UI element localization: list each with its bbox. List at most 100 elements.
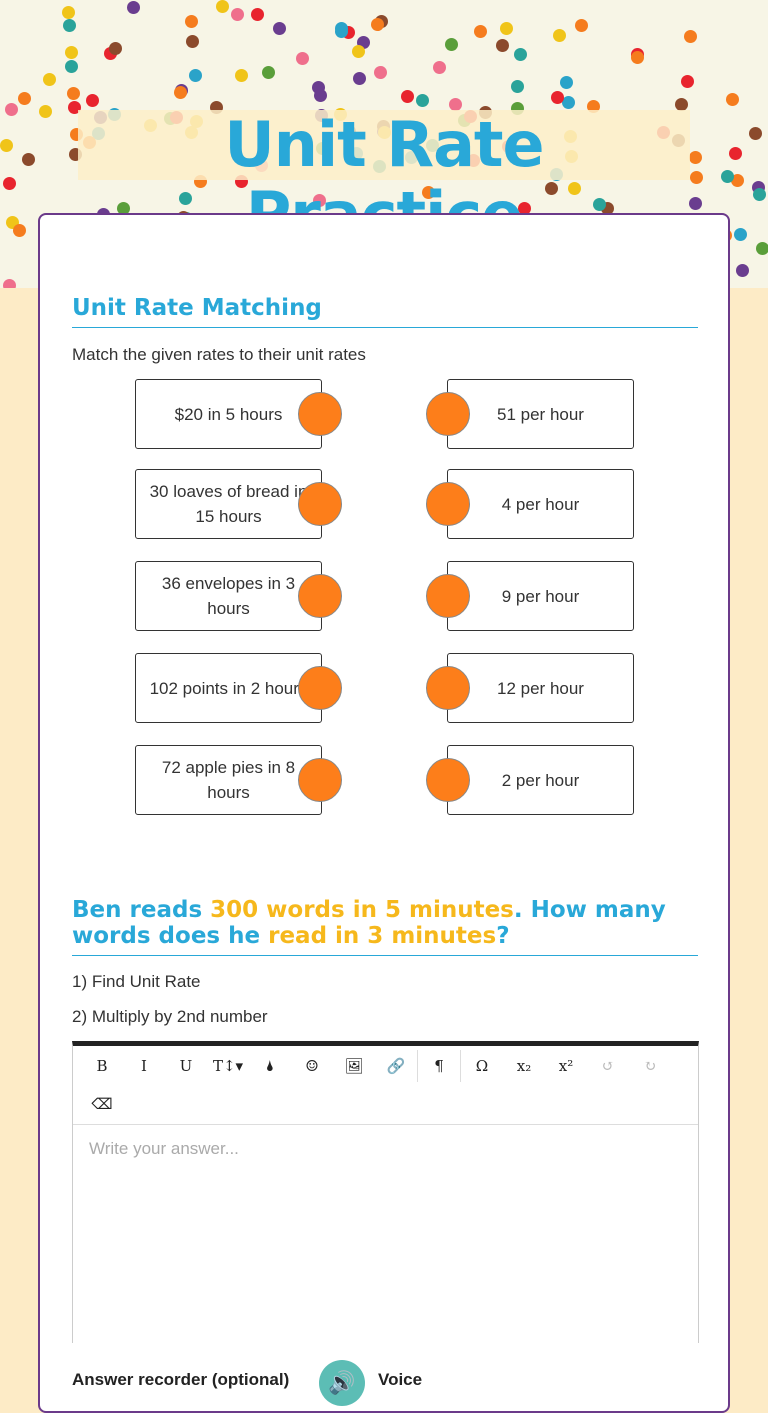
left-item: 30 loaves of bread in 15 hours xyxy=(135,469,322,539)
confetti-dot xyxy=(373,65,387,79)
paragraph-icon[interactable]: ¶ xyxy=(434,1057,444,1075)
right-item: 51 per hour xyxy=(447,379,634,449)
left-connector[interactable] xyxy=(298,758,342,802)
link-icon[interactable]: 🔗 xyxy=(386,1057,406,1075)
left-item-text: 36 envelopes in 3 hours xyxy=(161,574,296,618)
confetti-dot xyxy=(499,21,513,35)
confetti-dot xyxy=(735,264,749,278)
confetti-dot xyxy=(251,7,265,21)
bold-icon[interactable]: B xyxy=(96,1057,108,1075)
confetti-dot xyxy=(734,227,748,241)
superscript-icon[interactable]: x² xyxy=(558,1057,574,1075)
confetti-dot xyxy=(0,138,14,152)
confetti-dot xyxy=(18,92,32,106)
confetti-dot xyxy=(432,61,446,75)
confetti-dot xyxy=(689,170,703,184)
answer-input[interactable] xyxy=(73,1124,698,1343)
confetti-dot xyxy=(43,73,57,87)
left-item-text: 30 loaves of bread in 15 hours xyxy=(149,482,308,526)
eraser-icon[interactable]: ⌫ xyxy=(91,1095,113,1113)
question-heading: Ben reads 300 words in 5 minutes. How ma… xyxy=(72,897,698,956)
color-icon[interactable]: 🌢 xyxy=(265,1057,275,1075)
confetti-dot xyxy=(313,194,327,208)
left-item-text: 72 apple pies in 8 hours xyxy=(161,758,296,802)
right-item-text: 2 per hour xyxy=(501,770,580,790)
right-item: 9 per hour xyxy=(447,561,634,631)
confetti-dot xyxy=(295,52,309,66)
confetti-dot xyxy=(262,66,276,80)
confetti-dot xyxy=(371,18,385,32)
confetti-dot xyxy=(234,69,248,83)
confetti-dot xyxy=(752,187,766,201)
confetti-dot xyxy=(550,91,564,105)
confetti-dot xyxy=(592,197,606,211)
voice-button[interactable]: Voice xyxy=(378,1370,423,1389)
confetti-dot xyxy=(510,80,524,94)
q-text: Ben reads xyxy=(72,897,211,923)
confetti-dot xyxy=(65,59,79,73)
right-item-text: 9 per hour xyxy=(501,586,580,606)
speaker-icon[interactable]: 🔊 xyxy=(319,1360,365,1406)
italic-icon[interactable]: I xyxy=(141,1057,147,1075)
left-item: 102 points in 2 hours xyxy=(135,653,322,723)
worksheet-card: Unit Rate Matching Match the given rates… xyxy=(38,213,730,1413)
right-item-text: 4 per hour xyxy=(501,494,580,514)
q-text: ? xyxy=(496,923,510,949)
font-size-icon[interactable]: T↕▾ xyxy=(212,1057,244,1075)
confetti-dot xyxy=(188,68,202,82)
undo-icon[interactable]: ↺ xyxy=(601,1057,615,1075)
step-2: 2) Multiply by 2nd number xyxy=(72,1007,268,1026)
confetti-dot xyxy=(575,19,589,32)
right-connector[interactable] xyxy=(426,482,470,526)
q-highlight: 300 words in 5 minutes xyxy=(210,897,514,923)
confetti-dot xyxy=(587,100,601,114)
left-item-text: $20 in 5 hours xyxy=(174,404,283,424)
confetti-dot xyxy=(496,38,510,52)
toolbar-row-2: ⌫ xyxy=(73,1086,698,1122)
confetti-dot xyxy=(85,93,99,107)
confetti-dot xyxy=(67,100,81,114)
left-connector[interactable] xyxy=(298,574,342,618)
left-item: 36 envelopes in 3 hours xyxy=(135,561,322,631)
confetti-dot xyxy=(178,191,192,205)
confetti-dot xyxy=(12,224,26,238)
confetti-dot xyxy=(729,146,743,160)
confetti-dot xyxy=(544,182,558,196)
left-connector[interactable] xyxy=(298,666,342,710)
confetti-dot xyxy=(756,241,768,255)
underline-icon[interactable]: U xyxy=(179,1057,193,1075)
confetti-dot xyxy=(2,278,16,288)
separator xyxy=(460,1050,461,1082)
left-connector[interactable] xyxy=(298,482,342,526)
special-char-icon[interactable]: Ω xyxy=(475,1057,489,1075)
section-heading: Unit Rate Matching xyxy=(72,295,698,328)
confetti-dot xyxy=(401,89,415,103)
right-connector[interactable] xyxy=(426,574,470,618)
confetti-dot xyxy=(117,201,131,215)
image-icon[interactable]: 🖼 xyxy=(344,1057,364,1075)
confetti-dot xyxy=(334,21,348,35)
left-connector[interactable] xyxy=(298,392,342,436)
instruction: Match the given rates to their unit rate… xyxy=(72,345,366,364)
confetti-dot xyxy=(39,105,53,119)
right-connector[interactable] xyxy=(426,392,470,436)
emoji-icon[interactable]: ☺ xyxy=(305,1057,319,1075)
q-highlight: read in 3 minutes xyxy=(268,923,497,949)
confetti-dot xyxy=(5,102,19,116)
confetti-dot xyxy=(688,196,702,210)
confetti-dot xyxy=(630,50,644,64)
confetti-dot xyxy=(684,29,698,43)
right-connector[interactable] xyxy=(426,758,470,802)
left-item: 72 apple pies in 8 hours xyxy=(135,745,322,815)
confetti-dot xyxy=(474,24,488,38)
right-item-text: 12 per hour xyxy=(497,678,584,698)
confetti-dot xyxy=(173,85,187,99)
redo-icon[interactable]: ↻ xyxy=(643,1057,657,1075)
confetti-dot xyxy=(681,75,695,89)
subscript-icon[interactable]: x₂ xyxy=(516,1057,532,1075)
right-connector[interactable] xyxy=(426,666,470,710)
confetti-dot xyxy=(721,169,735,183)
confetti-dot xyxy=(109,41,123,55)
confetti-dot xyxy=(273,21,287,35)
right-item: 4 per hour xyxy=(447,469,634,539)
